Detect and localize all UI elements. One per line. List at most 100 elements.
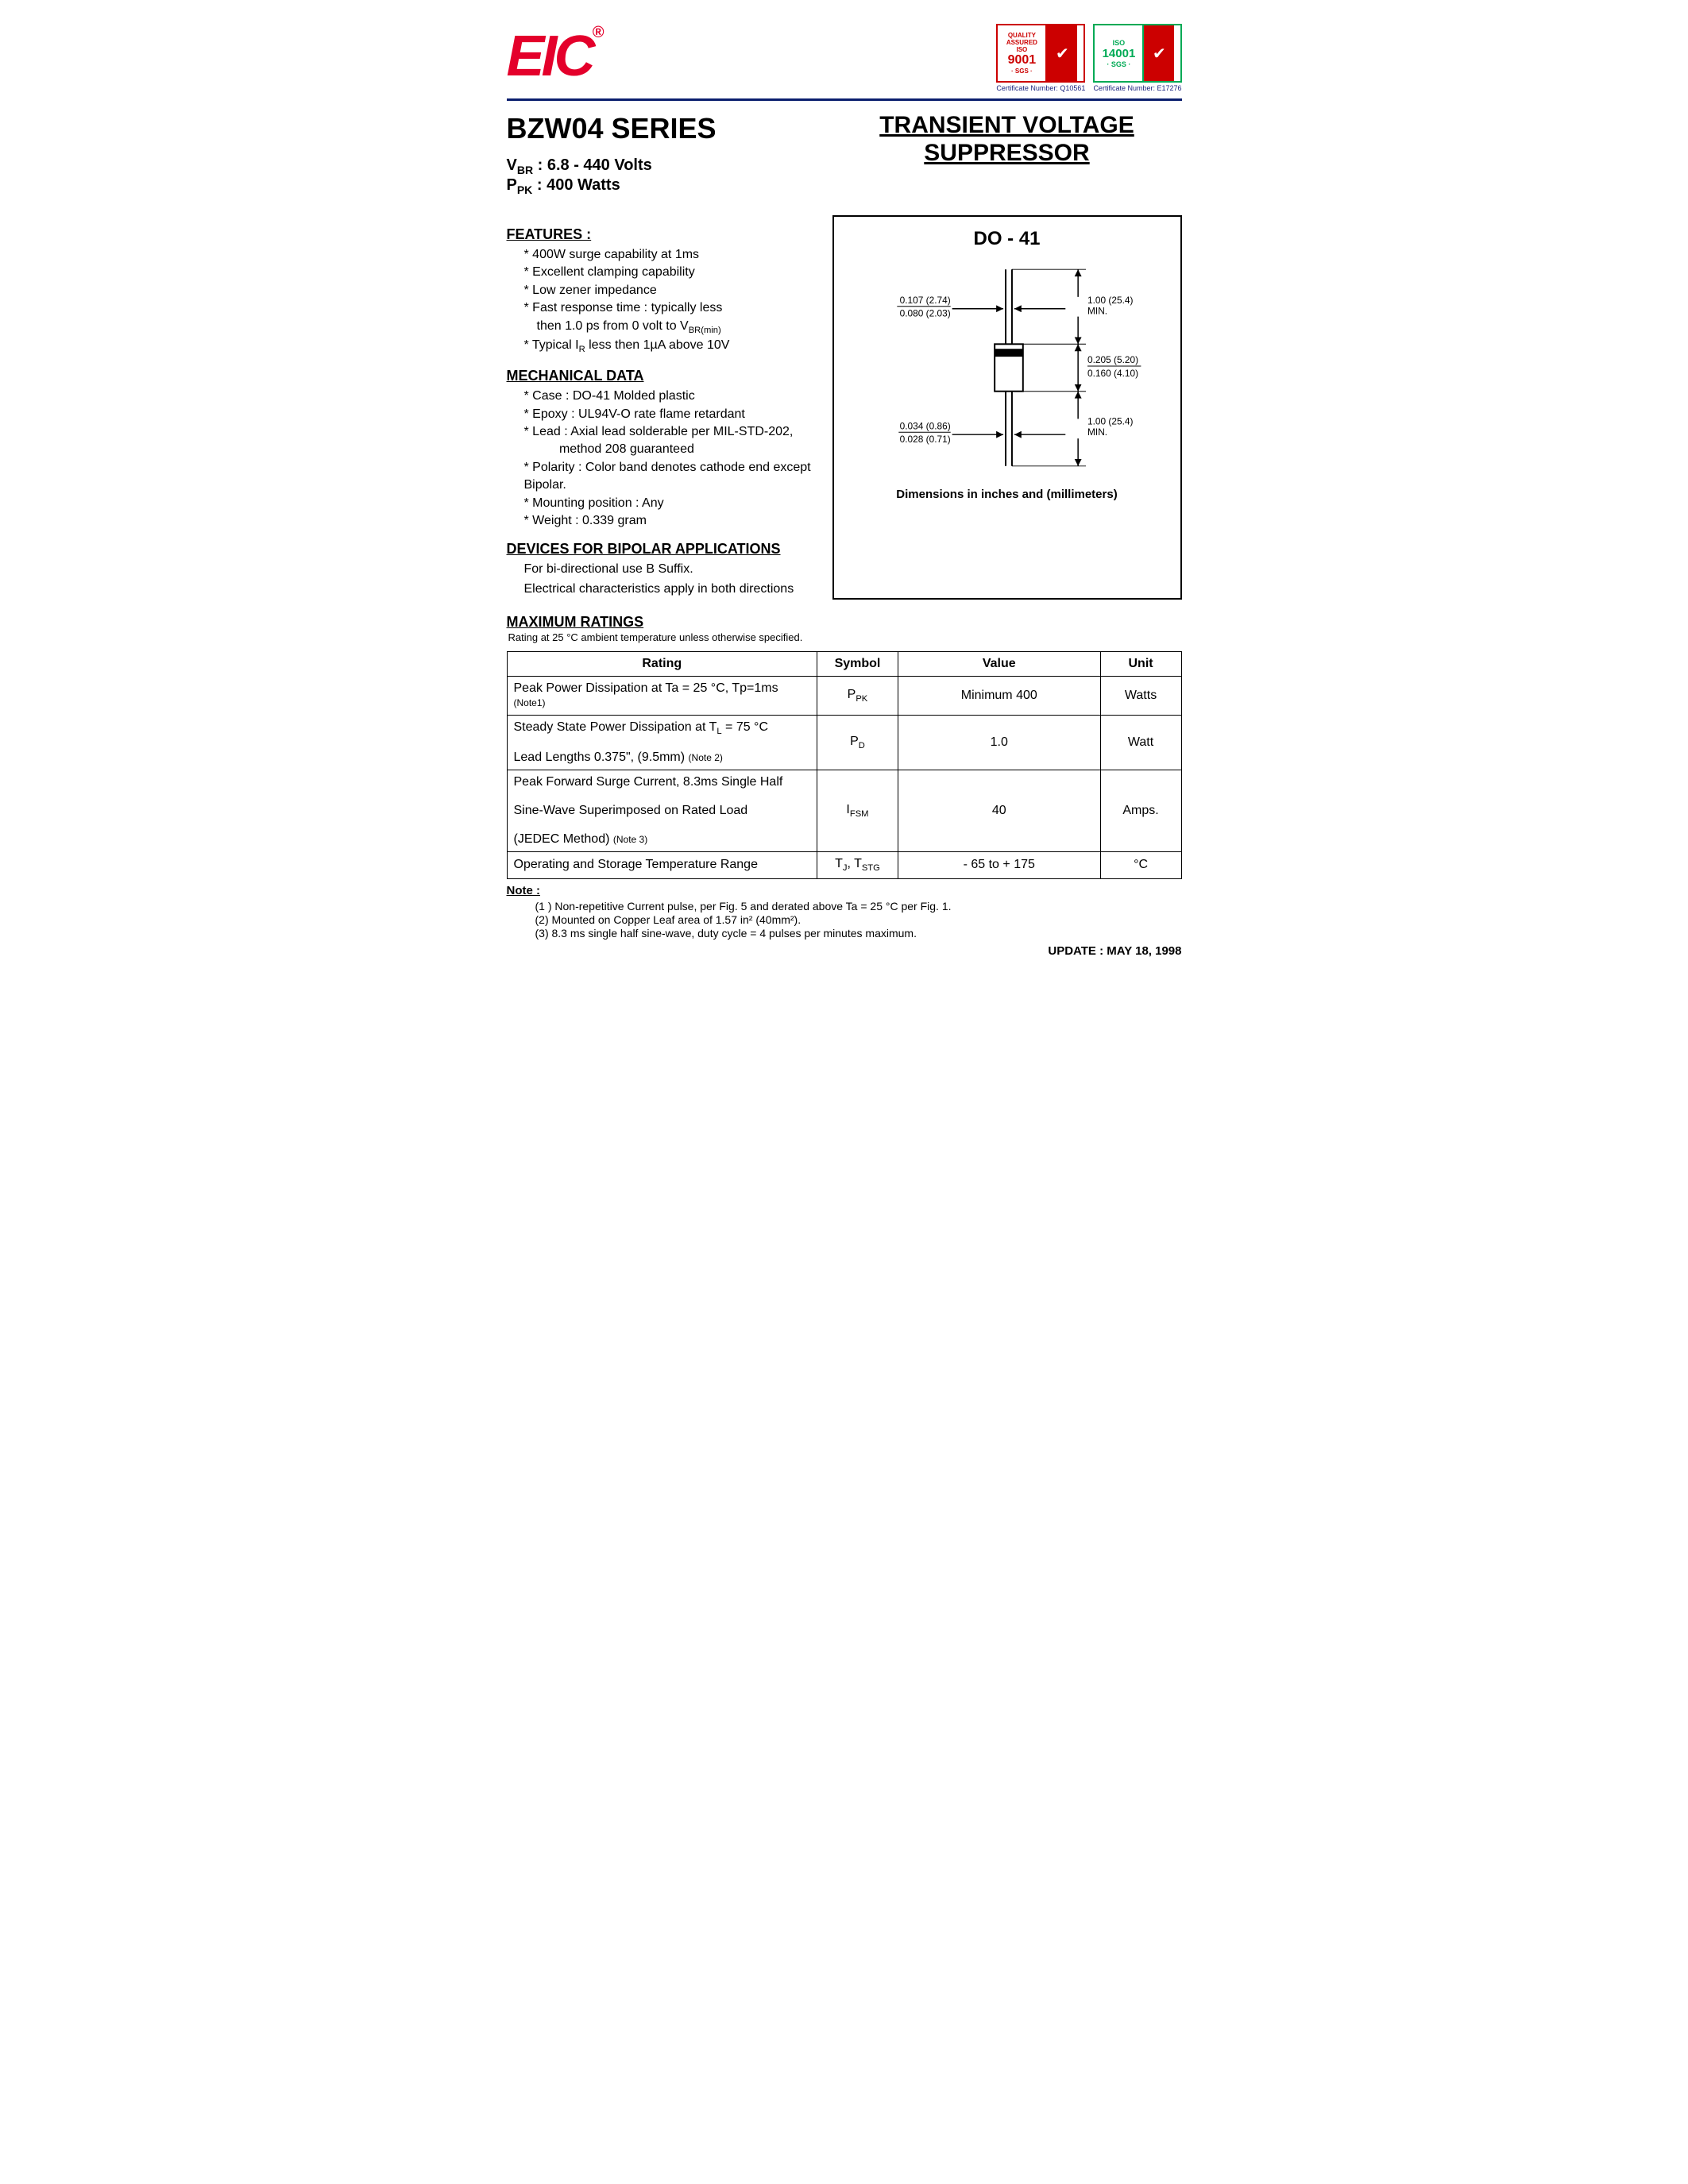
- iso-label: ISO: [1016, 46, 1027, 53]
- ratings-heading: MAXIMUM RATINGS: [507, 614, 1182, 631]
- spec-vbr-pre: V: [507, 156, 517, 174]
- feature-item: Low zener impedance: [524, 282, 817, 299]
- feature-item: Excellent clamping capability: [524, 264, 817, 281]
- features-list: 400W surge capability at 1ms Excellent c…: [507, 246, 817, 357]
- col-value: Value: [898, 652, 1100, 677]
- package-diagram: DO - 41: [832, 215, 1182, 600]
- key-specs: VBR : 6.8 - 440 Volts PPK : 400 Watts: [507, 156, 717, 196]
- cell-rating: Steady State Power Dissipation at TL = 7…: [507, 716, 817, 770]
- ratings-subnote: Rating at 25 °C ambient temperature unle…: [508, 631, 1182, 643]
- cell-rating: Peak Forward Surge Current, 8.3ms Single…: [507, 770, 817, 852]
- cert-number: Certificate Number: E17276: [1093, 84, 1181, 92]
- mechanical-list: Case : DO-41 Molded plastic Epoxy : UL94…: [507, 388, 817, 530]
- dim-bot-min: MIN.: [1087, 426, 1107, 438]
- cell-symbol: PD: [817, 716, 898, 770]
- bipolar-heading: DEVICES FOR BIPOLAR APPLICATIONS: [507, 541, 817, 558]
- dim-bot-len: 1.00 (25.4): [1087, 415, 1133, 426]
- feature-item-cont: then 1.0 ps from 0 volt to VBR(min): [524, 318, 817, 338]
- left-column: FEATURES : 400W surge capability at 1ms …: [507, 215, 817, 600]
- product-title-l2: SUPPRESSOR: [924, 140, 1089, 166]
- dim-lead-w-in: 0.107 (2.74): [899, 295, 950, 306]
- dim-body-h-in: 0.205 (5.20): [1087, 354, 1138, 365]
- update-date: UPDATE : MAY 18, 1998: [507, 944, 1182, 958]
- iso-number: 14001: [1103, 47, 1136, 60]
- iso-label: ISO: [1113, 39, 1126, 47]
- cell-unit: Watt: [1100, 716, 1181, 770]
- spec-vbr-sub: BR: [517, 164, 533, 176]
- mechanical-item: Weight : 0.339 gram: [524, 512, 817, 530]
- table-row: Peak Power Dissipation at Ta = 25 °C, Tp…: [507, 677, 1181, 716]
- note-item: (1 ) Non-repetitive Current pulse, per F…: [535, 900, 1182, 913]
- cell-rating: Peak Power Dissipation at Ta = 25 °C, Tp…: [507, 677, 817, 716]
- title-bar: BZW04 SERIES VBR : 6.8 - 440 Volts PPK :…: [507, 112, 1182, 215]
- spec-vbr-val: : 6.8 - 440 Volts: [533, 156, 652, 174]
- mechanical-item: Lead : Axial lead solderable per MIL-STD…: [524, 423, 817, 441]
- spec-ppk-sub: PK: [517, 183, 532, 196]
- col-unit: Unit: [1100, 652, 1181, 677]
- logo: EIC®: [507, 24, 601, 89]
- cell-value: - 65 to + 175: [898, 852, 1100, 878]
- checkmark-icon: ✔: [1047, 25, 1077, 81]
- cell-unit: °C: [1100, 852, 1181, 878]
- product-title-l1: TRANSIENT VOLTAGE: [879, 112, 1134, 138]
- mechanical-item: Mounting position : Any: [524, 495, 817, 512]
- cert-iso14001: ISO 14001 · SGS · ✔ Certificate Number: …: [1093, 24, 1181, 92]
- table-row: Peak Forward Surge Current, 8.3ms Single…: [507, 770, 1181, 852]
- features-heading: FEATURES :: [507, 226, 817, 243]
- mechanical-item: Case : DO-41 Molded plastic: [524, 388, 817, 405]
- logo-reg: ®: [593, 24, 601, 41]
- cell-value: 1.0: [898, 716, 1100, 770]
- dim-top-min: MIN.: [1087, 306, 1107, 317]
- mechanical-item: Polarity : Color band denotes cathode en…: [524, 459, 817, 495]
- mechanical-item-cont: method 208 guaranteed: [524, 441, 817, 458]
- feature-item: Typical IR less then 1µA above 10V: [524, 337, 817, 357]
- spec-ppk-pre: P: [507, 176, 517, 194]
- cell-unit: Amps.: [1100, 770, 1181, 852]
- col-symbol: Symbol: [817, 652, 898, 677]
- ratings-table: Rating Symbol Value Unit Peak Power Diss…: [507, 651, 1182, 878]
- notes-heading: Note :: [507, 884, 541, 897]
- spec-ppk: PPK : 400 Watts: [507, 176, 717, 196]
- package-drawing: 0.107 (2.74) 0.080 (2.03) 1.00 (25.4) MI…: [842, 257, 1172, 479]
- main-content: FEATURES : 400W surge capability at 1ms …: [507, 215, 1182, 600]
- checkmark-icon: ✔: [1144, 25, 1174, 81]
- feature-item: Fast response time : typically less: [524, 299, 817, 317]
- header: EIC® QUALITY ASSURED ISO 9001 · SGS · ✔ …: [507, 24, 1182, 92]
- package-name: DO - 41: [842, 228, 1172, 250]
- page: EIC® QUALITY ASSURED ISO 9001 · SGS · ✔ …: [467, 0, 1222, 974]
- bipolar-l1: For bi-directional use B Suffix.: [507, 561, 817, 578]
- table-header-row: Rating Symbol Value Unit: [507, 652, 1181, 677]
- col-rating: Rating: [507, 652, 817, 677]
- mechanical-item: Epoxy : UL94V-O rate flame retardant: [524, 406, 817, 423]
- notes-section: Note : (1 ) Non-repetitive Current pulse…: [507, 884, 1182, 940]
- product-title: TRANSIENT VOLTAGE SUPPRESSOR: [832, 112, 1182, 167]
- logo-text: EIC: [507, 25, 593, 88]
- mechanical-heading: MECHANICAL DATA: [507, 368, 817, 384]
- dim-lead-d-in: 0.034 (0.86): [899, 420, 950, 431]
- cert-number: Certificate Number: Q10561: [996, 84, 1085, 92]
- bipolar-l2: Electrical characteristics apply in both…: [507, 581, 817, 598]
- iso-number: 9001: [1008, 53, 1037, 68]
- cell-rating: Operating and Storage Temperature Range: [507, 852, 817, 878]
- dim-body-h-mm: 0.160 (4.10): [1087, 368, 1138, 379]
- certifications: QUALITY ASSURED ISO 9001 · SGS · ✔ Certi…: [996, 24, 1181, 92]
- dim-lead-d-mm: 0.028 (0.71): [899, 434, 950, 445]
- cell-symbol: TJ, TSTG: [817, 852, 898, 878]
- note-item: (2) Mounted on Copper Leaf area of 1.57 …: [535, 913, 1182, 926]
- notes-list: (1 ) Non-repetitive Current pulse, per F…: [507, 900, 1182, 940]
- spec-vbr: VBR : 6.8 - 440 Volts: [507, 156, 717, 176]
- feature-item: 400W surge capability at 1ms: [524, 246, 817, 264]
- table-row: Operating and Storage Temperature RangeT…: [507, 852, 1181, 878]
- maximum-ratings-section: MAXIMUM RATINGS Rating at 25 °C ambient …: [507, 614, 1182, 878]
- note-item: (3) 8.3 ms single half sine-wave, duty c…: [535, 927, 1182, 940]
- cell-value: Minimum 400: [898, 677, 1100, 716]
- dim-top-len: 1.00 (25.4): [1087, 295, 1133, 306]
- header-divider: [507, 98, 1182, 101]
- spec-ppk-val: : 400 Watts: [532, 176, 620, 194]
- cell-value: 40: [898, 770, 1100, 852]
- cell-symbol: IFSM: [817, 770, 898, 852]
- cell-symbol: PPK: [817, 677, 898, 716]
- cell-unit: Watts: [1100, 677, 1181, 716]
- table-row: Steady State Power Dissipation at TL = 7…: [507, 716, 1181, 770]
- cert-iso9001: QUALITY ASSURED ISO 9001 · SGS · ✔ Certi…: [996, 24, 1085, 92]
